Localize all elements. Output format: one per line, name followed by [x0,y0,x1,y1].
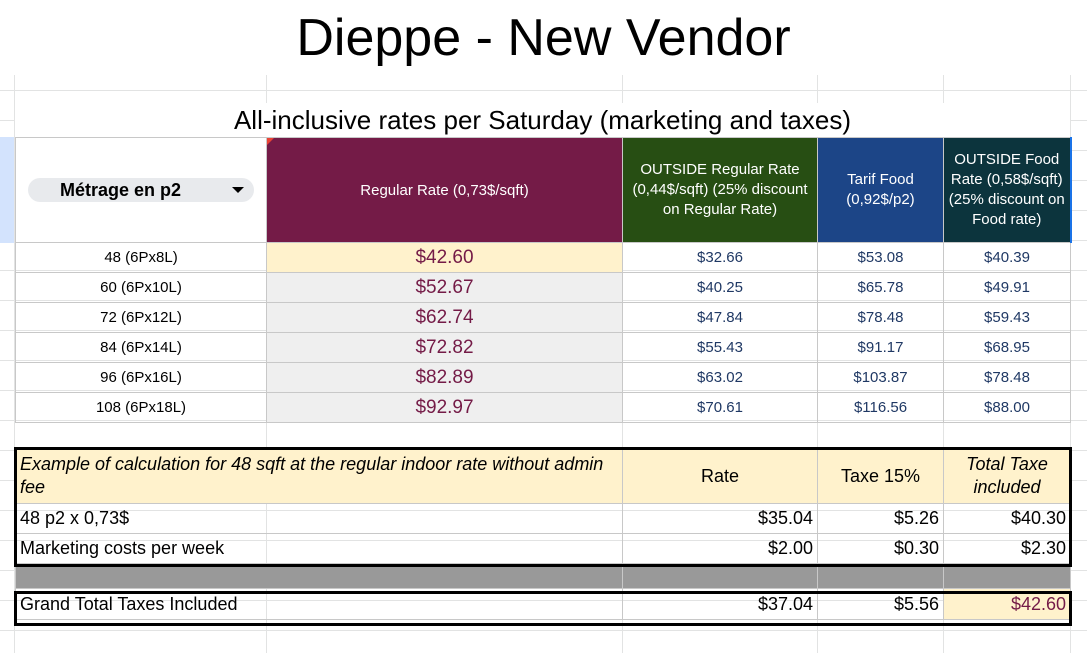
regular-rate-cell[interactable]: $72.82 [266,332,623,363]
outside-regular-cell[interactable]: $47.84 [622,302,818,333]
calc-rate-header[interactable]: Rate [622,448,818,504]
outside-regular-cell[interactable]: $32.66 [622,242,818,273]
outside-regular-cell[interactable]: $70.61 [622,392,818,423]
calc-label-cell[interactable]: Marketing costs per week [15,533,623,564]
calc-total-cell[interactable]: $40.30 [943,503,1071,534]
grand-total-tax[interactable]: $5.56 [817,588,944,620]
regular-rate-cell[interactable]: $82.89 [266,362,623,393]
food-cell[interactable]: $65.78 [817,272,944,303]
regular-rate-cell[interactable]: $52.67 [266,272,623,303]
food-cell[interactable]: $78.48 [817,302,944,333]
outside-food-cell[interactable]: $88.00 [943,392,1071,423]
calculation-table: Example of calculation for 48 sqft at th… [15,448,1071,620]
calc-label-cell[interactable]: 48 p2 x 0,73$ [15,503,623,534]
metrage-dropdown-label: Métrage en p2 [60,179,182,200]
sheet-title: Dieppe - New Vendor [0,0,1087,75]
calc-description-header[interactable]: Example of calculation for 48 sqft at th… [15,448,623,504]
outside-food-cell[interactable]: $40.39 [943,242,1071,273]
regular-rate-header-label: Regular Rate (0,73$/sqft) [360,181,529,199]
row-selection-indicator [0,137,14,243]
food-cell[interactable]: $91.17 [817,332,944,363]
metrage-header-cell[interactable]: Métrage en p2 [15,137,267,243]
separator-cell[interactable] [817,563,944,589]
table-row: 48 (6Px8L) $42.60 $32.66 $53.08 $40.39 [15,242,1071,273]
calc-total-header[interactable]: Total Taxe included [943,448,1071,504]
separator-cell[interactable] [622,563,818,589]
food-rate-header[interactable]: Tarif Food (0,92$/p2) [817,137,944,243]
outside-regular-cell[interactable]: $63.02 [622,362,818,393]
calc-total-cell[interactable]: $2.30 [943,533,1071,564]
table-row: 108 (6Px18L) $92.97 $70.61 $116.56 $88.0… [15,392,1071,423]
calc-header-row: Example of calculation for 48 sqft at th… [15,448,1071,504]
separator-row [15,563,1071,589]
rates-header-row: Métrage en p2 Regular Rate (0,73$/sqft) … [15,137,1072,243]
calc-tax-cell[interactable]: $0.30 [817,533,944,564]
chevron-down-icon[interactable] [232,187,244,193]
size-cell[interactable]: 72 (6Px12L) [15,302,267,333]
regular-rate-cell[interactable]: $92.97 [266,392,623,423]
separator-cell[interactable] [15,563,623,589]
outside-regular-cell[interactable]: $40.25 [622,272,818,303]
calc-rate-cell[interactable]: $35.04 [622,503,818,534]
size-cell[interactable]: 60 (6Px10L) [15,272,267,303]
outside-food-cell[interactable]: $78.48 [943,362,1071,393]
metrage-dropdown[interactable]: Métrage en p2 [28,178,254,202]
outside-regular-rate-header[interactable]: OUTSIDE Regular Rate (0,44$/sqft) (25% d… [622,137,818,243]
grand-total-rate[interactable]: $37.04 [622,588,818,620]
separator-cell[interactable] [943,563,1071,589]
outside-food-cell[interactable]: $68.95 [943,332,1071,363]
table-row: 60 (6Px10L) $52.67 $40.25 $65.78 $49.91 [15,272,1071,303]
grand-total-label[interactable]: Grand Total Taxes Included [15,588,623,620]
rates-table: Métrage en p2 Regular Rate (0,73$/sqft) … [15,137,1072,423]
calc-tax-cell[interactable]: $5.26 [817,503,944,534]
table-row: 84 (6Px14L) $72.82 $55.43 $91.17 $68.95 [15,332,1071,363]
food-cell[interactable]: $116.56 [817,392,944,423]
food-cell[interactable]: $53.08 [817,242,944,273]
outside-food-rate-header[interactable]: OUTSIDE Food Rate (0,58$/sqft) (25% disc… [943,137,1072,243]
regular-rate-cell[interactable]: $62.74 [266,302,623,333]
sheet-subtitle: All-inclusive rates per Saturday (market… [15,103,1070,137]
table-row: 72 (6Px12L) $62.74 $47.84 $78.48 $59.43 [15,302,1071,333]
size-cell[interactable]: 96 (6Px16L) [15,362,267,393]
table-row: 48 p2 x 0,73$ $35.04 $5.26 $40.30 [15,503,1071,534]
food-cell[interactable]: $103.87 [817,362,944,393]
grand-total-value[interactable]: $42.60 [943,588,1071,620]
outside-food-cell[interactable]: $49.91 [943,272,1071,303]
outside-regular-cell[interactable]: $55.43 [622,332,818,363]
calc-tax-header[interactable]: Taxe 15% [817,448,944,504]
size-cell[interactable]: 108 (6Px18L) [15,392,267,423]
comment-indicator-icon[interactable] [267,138,274,146]
size-cell[interactable]: 84 (6Px14L) [15,332,267,363]
calc-rate-cell[interactable]: $2.00 [622,533,818,564]
regular-rate-cell[interactable]: $42.60 [266,242,623,273]
grand-total-row: Grand Total Taxes Included $37.04 $5.56 … [15,588,1071,620]
regular-rate-header[interactable]: Regular Rate (0,73$/sqft) [266,137,623,243]
table-row: Marketing costs per week $2.00 $0.30 $2.… [15,533,1071,564]
table-row: 96 (6Px16L) $82.89 $63.02 $103.87 $78.48 [15,362,1071,393]
size-cell[interactable]: 48 (6Px8L) [15,242,267,273]
outside-food-cell[interactable]: $59.43 [943,302,1071,333]
